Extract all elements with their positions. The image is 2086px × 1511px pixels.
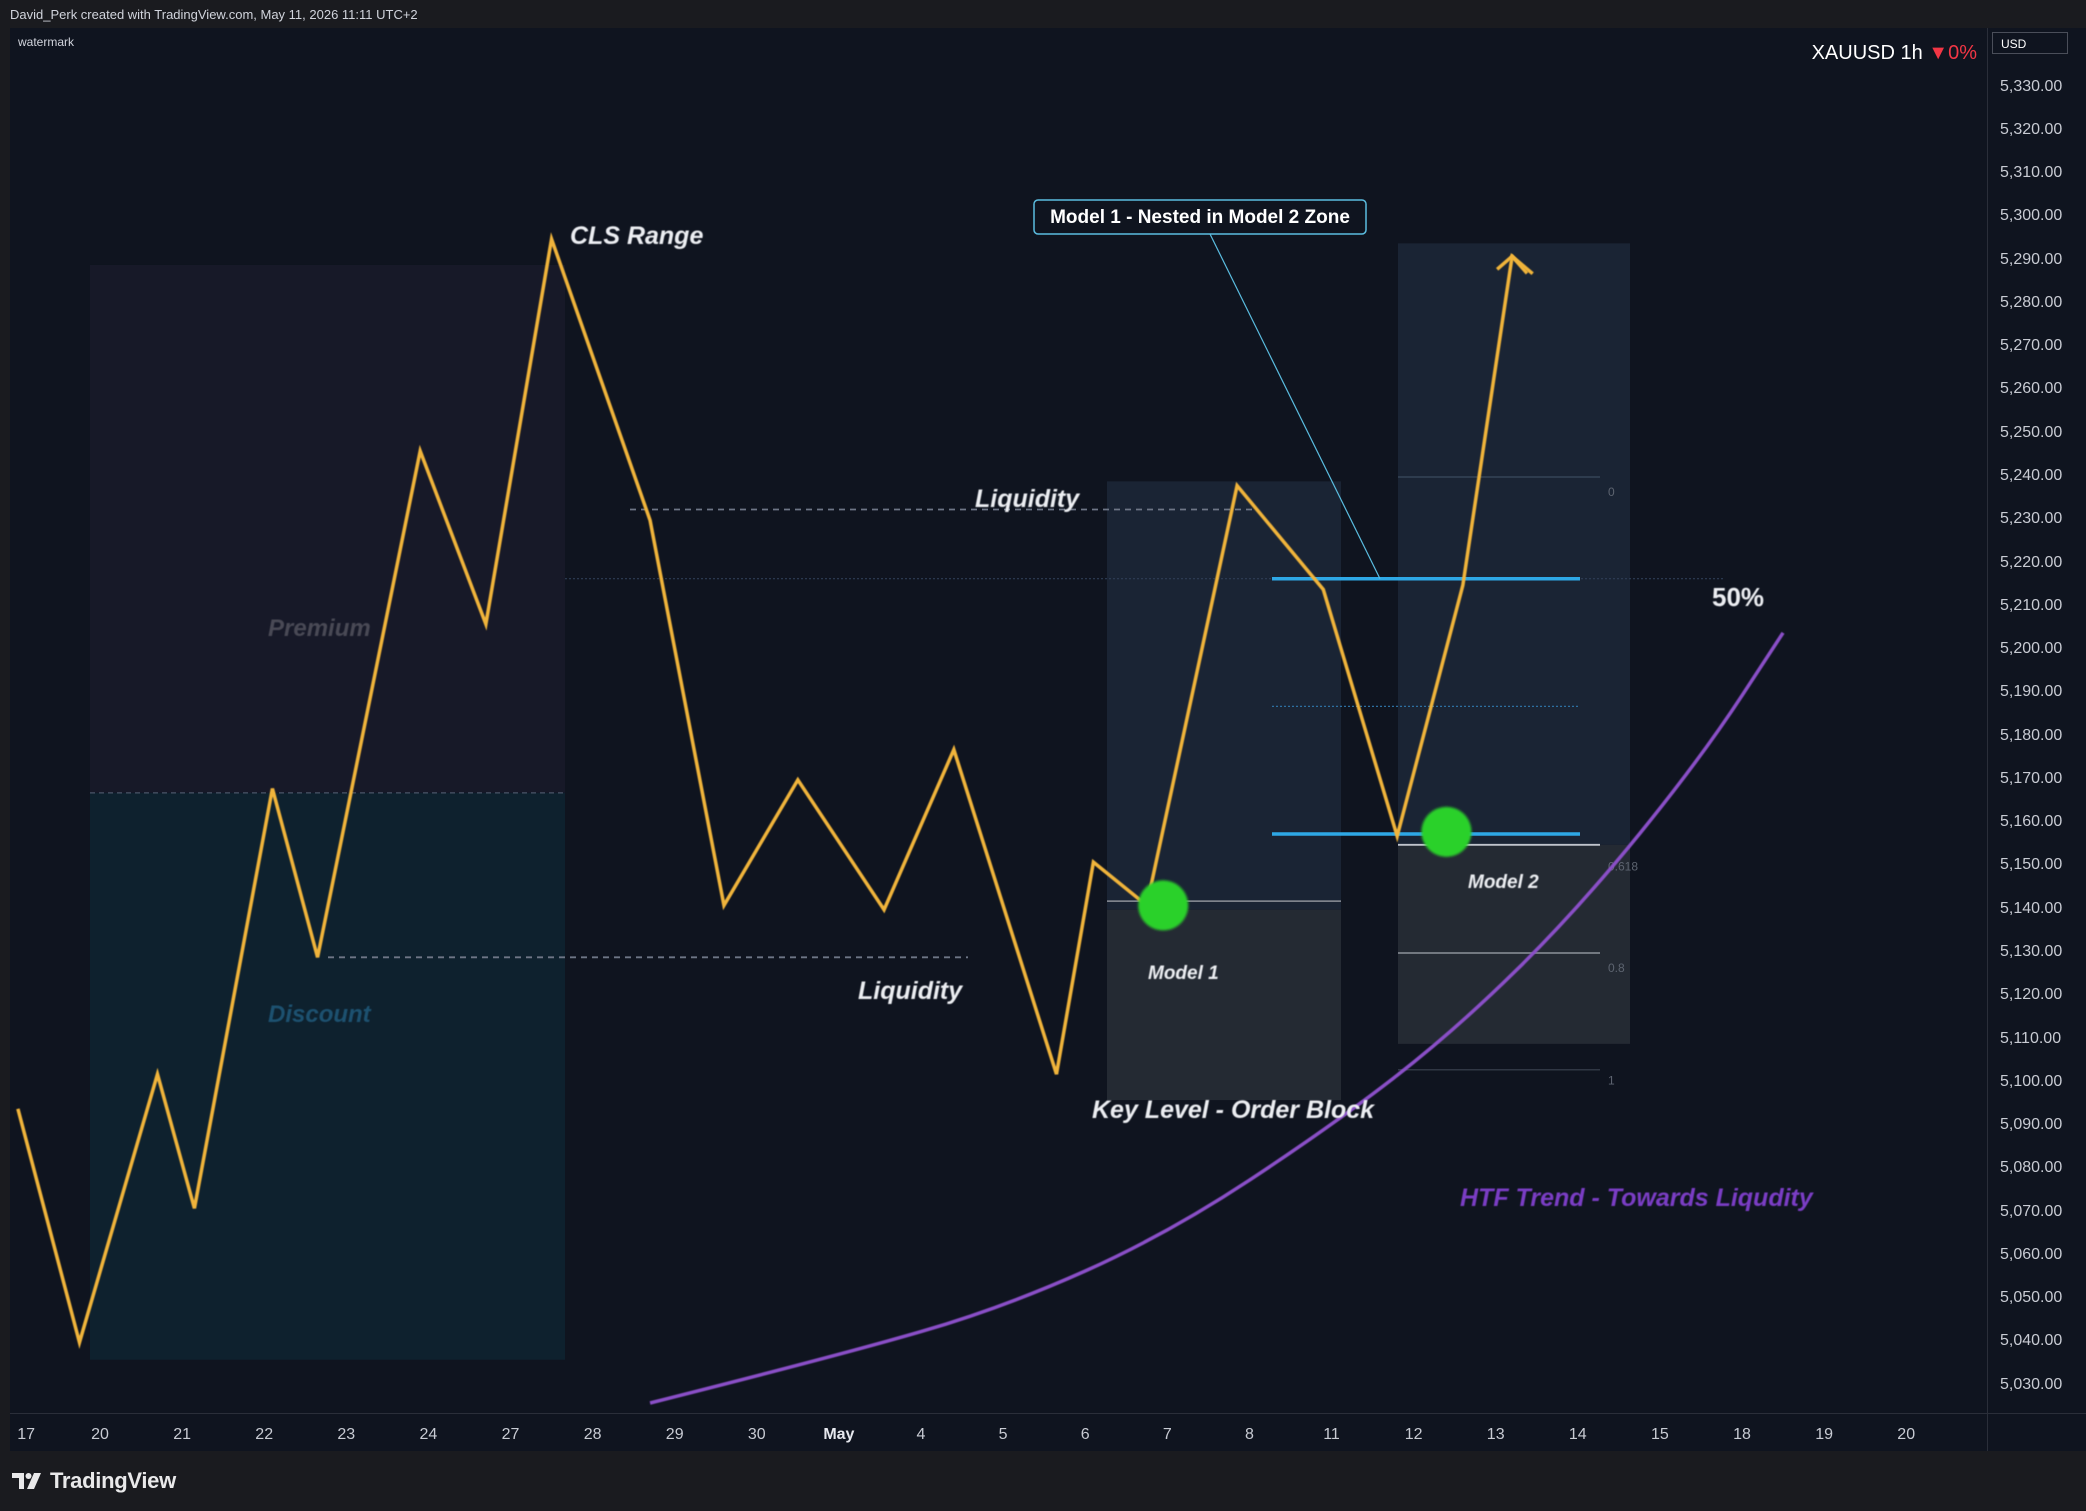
price-tick-label: 5,200.00	[2000, 640, 2063, 658]
time-tick-label: 17	[17, 1426, 36, 1443]
time-tick-label: May	[823, 1426, 855, 1443]
premium-zone	[90, 264, 565, 793]
price-tick-label: 5,210.00	[2000, 596, 2063, 614]
fib-label: 0	[1608, 485, 1615, 499]
time-tick-label: 23	[337, 1426, 356, 1443]
price-tick-label: 5,180.00	[2000, 726, 2063, 744]
callout-text: Model 1 - Nested in Model 2 Zone	[1050, 207, 1350, 228]
price-tick-label: 5,190.00	[2000, 683, 2063, 701]
symbol-change: ▼0%	[1928, 42, 1977, 64]
price-tick-label: 5,050.00	[2000, 1289, 2063, 1307]
price-tick-label: 5,270.00	[2000, 337, 2063, 355]
top-bar: David_Perk created with TradingView.com,…	[0, 0, 2086, 28]
time-tick-label: 15	[1650, 1426, 1669, 1443]
cls-range-label: CLS Range	[570, 222, 703, 250]
time-tick-label: 4	[916, 1426, 926, 1443]
price-tick-label: 5,290.00	[2000, 250, 2063, 268]
watermark-text: watermark	[18, 35, 75, 49]
time-tick-label: 12	[1404, 1426, 1423, 1443]
price-tick-label: 5,130.00	[2000, 942, 2063, 960]
time-tick-label: 14	[1568, 1426, 1587, 1443]
price-tick-label: 5,120.00	[2000, 986, 2063, 1004]
price-tick-label: 5,060.00	[2000, 1245, 2063, 1263]
upper-liquidity-label: Liquidity	[975, 485, 1080, 513]
time-tick-label: 29	[665, 1426, 684, 1443]
currency-selector[interactable]: USD	[1992, 32, 2068, 54]
time-axis[interactable]: 17 20 21 22 23 24 27 28 29 30 May 4 5 6 7 8 11 12 13 14 15 18…	[10, 1413, 1987, 1452]
fib-label: 0.8	[1608, 961, 1625, 975]
price-axis[interactable]: 5,340.005,330.005,320.005,310.005,300.00…	[1987, 28, 2086, 1413]
price-tick-label: 5,300.00	[2000, 207, 2063, 225]
price-tick-label: 5,220.00	[2000, 553, 2063, 571]
key-level-label: Key Level - Order Block	[1092, 1096, 1375, 1124]
time-tick-label: 6	[1080, 1426, 1090, 1443]
time-tick-label: 13	[1486, 1426, 1505, 1443]
price-tick-label: 5,070.00	[2000, 1202, 2063, 1220]
price-tick-label: 5,330.00	[2000, 77, 2063, 95]
time-tick-label: 24	[419, 1426, 438, 1443]
time-tick-label: 5	[998, 1426, 1008, 1443]
time-tick-label: 19	[1815, 1426, 1833, 1443]
htf-trend-curve	[649, 631, 1785, 1405]
brand-name: TradingView	[50, 1468, 176, 1493]
time-tick-label: 27	[501, 1426, 520, 1443]
bottom-bar	[0, 1451, 2086, 1511]
model-1-label: Model 1	[1148, 963, 1219, 984]
price-tick-label: 5,280.00	[2000, 293, 2063, 311]
price-tick-label: 5,080.00	[2000, 1159, 2063, 1177]
entry-marker	[1421, 806, 1472, 857]
price-tick-label: 5,240.00	[2000, 467, 2063, 485]
fib-label: 1	[1608, 1074, 1615, 1088]
price-tick-label: 5,100.00	[2000, 1072, 2063, 1090]
credit-text: David_Perk created with TradingView.com,…	[10, 7, 418, 22]
discount-zone	[90, 792, 565, 1360]
htf-trend-label: HTF Trend - Towards Liqudity	[1460, 1184, 1814, 1212]
price-tick-label: 5,230.00	[2000, 510, 2063, 528]
tradingview-logo[interactable]: TradingView	[12, 1468, 176, 1494]
price-arrow-head	[1495, 253, 1529, 275]
time-tick-label: 30	[747, 1426, 766, 1443]
time-tick-label: 21	[173, 1426, 191, 1443]
time-tick-label: 7	[1162, 1426, 1172, 1443]
fifty-percent-label: 50%	[1712, 582, 1764, 612]
entry-marker	[1138, 880, 1189, 931]
price-tick-label: 5,160.00	[2000, 813, 2063, 831]
tradingview-logo-icon	[12, 1473, 41, 1489]
symbol-name: XAUUSD 1h	[1811, 42, 1923, 64]
time-tick-label: 8	[1244, 1426, 1254, 1443]
price-tick-label: 5,090.00	[2000, 1116, 2063, 1134]
callout-box	[1033, 199, 1367, 235]
price-tick-label: 5,170.00	[2000, 769, 2063, 787]
price-tick-label: 5,030.00	[2000, 1375, 2063, 1393]
model-2-zone-lower	[1398, 844, 1630, 1044]
price-tick-label: 5,150.00	[2000, 856, 2063, 874]
price-tick-label: 5,260.00	[2000, 380, 2063, 398]
price-tick-label: 5,040.00	[2000, 1332, 2063, 1350]
price-tick-label: 5,320.00	[2000, 120, 2063, 138]
time-tick-label: 28	[583, 1426, 602, 1443]
price-tick-label: 5,250.00	[2000, 423, 2063, 441]
chart-area[interactable]: 0 0.618 0.8 1 CLS Range Liquidity Liquidity Pre…	[10, 28, 1987, 1413]
time-tick-label: 20	[91, 1426, 109, 1443]
price-tick-label: 5,140.00	[2000, 899, 2063, 917]
time-tick-label: 20	[1897, 1426, 1916, 1443]
discount-label: Discount	[268, 1001, 372, 1028]
price-tick-label: 5,310.00	[2000, 164, 2063, 182]
symbol-info[interactable]: XAUUSD 1h ▼0%	[1812, 42, 1977, 65]
lower-liquidity-label: Liquidity	[858, 977, 963, 1005]
premium-label: Premium	[268, 615, 371, 642]
price-line	[16, 232, 1534, 1349]
model-2-zone-upper	[1398, 243, 1630, 845]
axis-corner	[1987, 1413, 2086, 1452]
time-tick-label: 11	[1323, 1426, 1340, 1443]
callout-pointer	[1209, 233, 1381, 579]
model-2-label: Model 2	[1468, 872, 1539, 893]
time-tick-label: 22	[255, 1426, 274, 1443]
time-tick-label: 18	[1733, 1426, 1751, 1443]
price-tick-label: 5,110.00	[2000, 1029, 2062, 1047]
